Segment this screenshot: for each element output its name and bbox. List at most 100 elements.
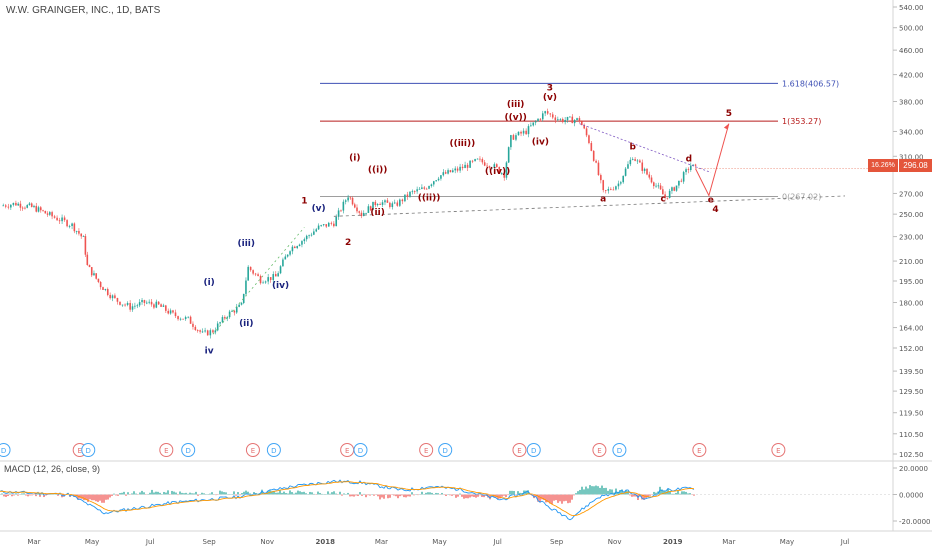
wave-label: (i) — [349, 154, 360, 164]
macd-hist-bar — [15, 493, 17, 495]
price-tick-label: 139.50 — [899, 368, 924, 376]
macd-hist-bar — [679, 493, 681, 495]
candle-body — [430, 184, 433, 187]
candle-body — [554, 117, 557, 121]
wave-label: 4 — [712, 205, 718, 215]
macd-hist-bar — [123, 491, 125, 495]
macd-hist-bar — [377, 494, 379, 497]
candle-body — [496, 164, 498, 167]
wave-label: (ii) — [370, 208, 384, 218]
candle-body — [313, 231, 315, 235]
macd-hist-bar — [193, 493, 195, 495]
macd-hist-bar — [373, 494, 375, 496]
candle-body — [12, 202, 15, 205]
candle-body — [109, 294, 111, 299]
candle-body — [590, 143, 593, 151]
candle-body — [308, 235, 310, 237]
candle-body — [416, 189, 418, 192]
candle-body — [381, 202, 384, 205]
macd-hist-bar — [517, 491, 519, 495]
macd-hist-bar — [357, 494, 359, 497]
candle-body — [340, 210, 342, 212]
macd-hist-bar — [379, 494, 381, 500]
candle-body — [435, 180, 437, 182]
macd-hist-bar — [483, 494, 485, 498]
price-tick-label: 180.00 — [899, 300, 924, 308]
candle-body — [595, 160, 597, 163]
macd-hist-bar — [283, 491, 285, 495]
candle-body — [391, 203, 394, 208]
candle-body — [216, 323, 219, 331]
candle-body — [298, 244, 301, 247]
candle-body — [428, 186, 430, 189]
candle-body — [685, 169, 687, 173]
macd-hist-bar — [121, 492, 123, 495]
macd-hist-bar — [225, 492, 227, 495]
candle-body — [269, 277, 272, 281]
macd-hist-bar — [237, 492, 239, 495]
macd-hist-bar — [577, 491, 579, 495]
candle-body — [689, 165, 692, 170]
macd-hist-bar — [27, 494, 29, 497]
candle-body — [124, 304, 126, 306]
macd-hist-bar — [421, 491, 423, 495]
macd-hist-bar — [681, 491, 683, 495]
macd-hist-bar — [359, 492, 361, 495]
macd-hist-bar — [277, 492, 279, 495]
macd-hist-bar — [475, 494, 477, 498]
candle-body — [629, 159, 632, 165]
candle-body — [189, 316, 192, 324]
candle-body — [235, 306, 238, 313]
macd-hist-bar — [363, 493, 365, 495]
candle-body — [583, 125, 585, 129]
wave-label: c — [661, 195, 666, 205]
macd-hist-bar — [17, 494, 19, 496]
macd-hist-bar — [165, 492, 167, 495]
candle-body — [486, 165, 488, 167]
macd-hist-bar — [87, 494, 89, 502]
macd-hist-bar — [155, 491, 157, 495]
macd-hist-bar — [141, 490, 143, 495]
wave-label: (v) — [312, 204, 326, 214]
macd-hist-bar — [285, 493, 287, 495]
candle-body — [182, 318, 184, 320]
candle-body — [305, 235, 308, 240]
candle-body — [184, 317, 187, 320]
macd-hist-bar — [567, 494, 569, 504]
candle-body — [652, 182, 655, 187]
macd-hist-bar — [91, 494, 93, 501]
projection-arrow-icon — [723, 123, 729, 130]
candle-body — [650, 177, 653, 183]
macd-histogram — [0, 485, 695, 505]
fib-level-label: 1(353.27) — [782, 117, 821, 126]
price-tick-label: 250.00 — [899, 211, 924, 219]
dividend-marker — [81, 443, 96, 457]
time-tick-label: 2019 — [663, 538, 683, 546]
candle-body — [631, 159, 634, 160]
candle-body — [503, 173, 506, 178]
candle-body — [610, 188, 612, 190]
macd-hist-bar — [261, 489, 263, 495]
candle-body — [75, 230, 78, 232]
candle-body — [356, 207, 358, 212]
candle-body — [49, 212, 51, 215]
candle-body — [199, 330, 201, 332]
candle-body — [172, 310, 174, 313]
candle-body — [315, 229, 318, 232]
macd-hist-bar — [649, 494, 651, 496]
macd-hist-bar — [449, 494, 451, 496]
macd-hist-bar — [211, 492, 213, 495]
candle-body — [344, 200, 347, 202]
macd-hist-bar — [689, 493, 691, 495]
candle-body — [247, 266, 249, 281]
macd-hist-bar — [627, 491, 629, 495]
candle-body — [78, 230, 80, 234]
macd-hist-bar — [215, 494, 217, 496]
macd-hist-bar — [301, 492, 303, 495]
candle-body — [668, 190, 671, 198]
macd-hist-bar — [411, 492, 413, 495]
macd-hist-bar — [355, 494, 357, 496]
candle-body — [425, 188, 428, 190]
candle-body — [597, 162, 600, 176]
